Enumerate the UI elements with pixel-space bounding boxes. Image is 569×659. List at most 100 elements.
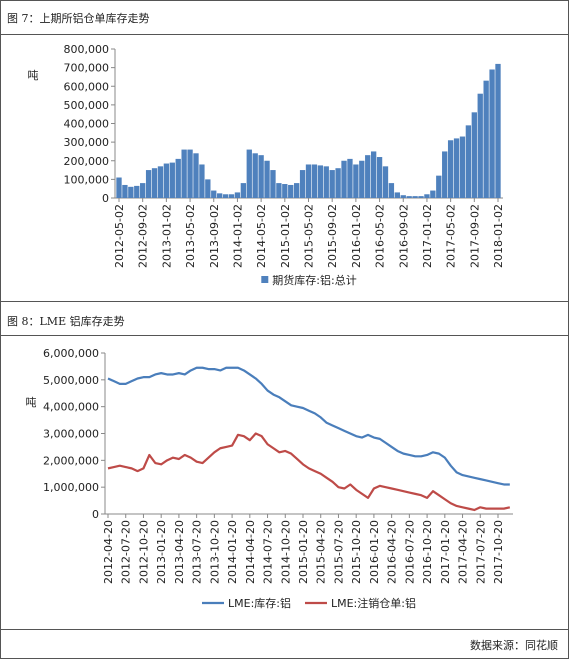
bar	[465, 125, 472, 198]
x-tick-label: 2013-07-20	[191, 520, 204, 584]
bar	[270, 170, 276, 198]
bar	[489, 69, 495, 198]
bar	[495, 63, 501, 199]
x-tick-label: 2013-09-02	[208, 204, 221, 268]
bar	[258, 155, 264, 198]
bar	[453, 138, 460, 198]
x-tick-label: 2017-01-02	[421, 204, 434, 268]
x-tick-label: 2012-09-02	[137, 204, 150, 268]
x-tick-label: 2017-05-02	[445, 204, 458, 268]
line-series	[107, 366, 510, 486]
bar	[394, 192, 400, 198]
bar	[335, 168, 341, 198]
bar	[305, 164, 312, 198]
x-tick-label: 2012-10-20	[137, 520, 150, 584]
x-tick-label: 2012-04-20	[102, 520, 115, 584]
x-tick-label: 2017-10-20	[492, 520, 505, 584]
bar	[370, 151, 377, 198]
bar	[329, 170, 335, 198]
x-tick-label: 2015-10-20	[350, 520, 363, 584]
x-tick-label: 2016-01-20	[368, 520, 381, 584]
bar	[412, 196, 418, 198]
bar	[442, 151, 448, 198]
bar	[447, 140, 454, 198]
divider	[1, 301, 568, 302]
y-tick-label: 700,000	[64, 62, 110, 75]
source-note: 数据来源：同花顺	[470, 639, 558, 652]
x-tick-label: 2012-05-02	[113, 204, 126, 268]
bar	[169, 162, 175, 198]
x-tick-label: 2015-01-02	[279, 204, 292, 268]
bar	[418, 196, 424, 198]
bar	[157, 166, 164, 198]
y-tick-label: 1,000,000	[43, 481, 99, 494]
bar	[276, 183, 282, 198]
x-tick-label: 2017-07-20	[474, 520, 487, 584]
bar	[424, 194, 430, 198]
bar	[382, 166, 389, 198]
bar	[311, 164, 318, 198]
divider	[1, 335, 568, 336]
x-tick-label: 2013-05-02	[184, 204, 197, 268]
bar	[293, 183, 300, 198]
chart: 0 100,000 200,000 300,000 400,000 500,000 600,…	[28, 43, 506, 287]
bar	[228, 194, 235, 198]
x-tick-label: 2015-09-02	[326, 204, 339, 268]
x-tick-label: 2016-09-02	[397, 204, 410, 268]
bar	[222, 194, 229, 198]
y-tick-label: 0	[92, 508, 99, 521]
bar	[471, 112, 477, 198]
bar	[347, 158, 353, 198]
bar	[400, 195, 406, 198]
legend: 期货库存:铝:总计	[261, 273, 357, 287]
x-tick-label: 2014-01-20	[226, 520, 239, 584]
x-tick-label: 2012-07-20	[120, 520, 133, 584]
bar	[477, 93, 483, 198]
legend-label: LME:库存:铝	[228, 596, 291, 610]
x-tick-label: 2016-05-02	[374, 204, 387, 268]
y-tick-label: 800,000	[64, 43, 110, 56]
y-tick-label: 6,000,000	[43, 347, 99, 360]
bar	[234, 192, 241, 198]
y-tick-label: 500,000	[64, 99, 110, 112]
bar	[116, 177, 122, 198]
y-axis-label: 吨	[28, 69, 39, 82]
bar	[388, 183, 395, 198]
bar	[359, 160, 365, 198]
bar	[134, 185, 140, 198]
legend-label: 期货库存:铝:总计	[272, 273, 356, 287]
bar	[187, 149, 193, 198]
x-tick-label: 2017-09-02	[468, 204, 481, 268]
bar	[128, 186, 134, 198]
bar	[459, 136, 466, 198]
legend: LME:库存:铝 LME:注销仓单:铝	[202, 596, 416, 610]
bar	[175, 158, 181, 198]
bar	[282, 184, 288, 198]
bar	[483, 80, 489, 198]
divider	[1, 629, 568, 630]
bar	[199, 164, 205, 198]
bar	[323, 166, 329, 198]
bar	[240, 183, 247, 198]
chart: 0 1,000,000 2,000,000 3,000,000 4,000,000 5,0…	[26, 347, 513, 610]
x-tick-label: 2015-07-20	[332, 520, 345, 584]
divider	[1, 34, 568, 35]
bar	[151, 168, 158, 198]
figure-caption: 图 7：上期所铝仓单库存走势	[7, 12, 150, 25]
bar	[288, 184, 294, 198]
bar	[205, 179, 211, 198]
x-tick-label: 2016-07-20	[403, 520, 416, 584]
y-tick-label: 3,000,000	[43, 428, 99, 441]
x-tick-label: 2014-04-20	[244, 520, 257, 584]
y-tick-label: 400,000	[64, 118, 110, 131]
y-tick-label: 600,000	[64, 80, 110, 93]
bar	[406, 196, 412, 198]
bar	[430, 190, 436, 198]
y-axis-label: 吨	[26, 396, 37, 409]
x-tick-label: 2015-01-20	[297, 520, 310, 584]
x-tick-label: 2015-04-20	[315, 520, 328, 584]
x-tick-label: 2016-04-20	[386, 520, 399, 584]
bar	[317, 165, 324, 198]
bar	[140, 183, 146, 198]
